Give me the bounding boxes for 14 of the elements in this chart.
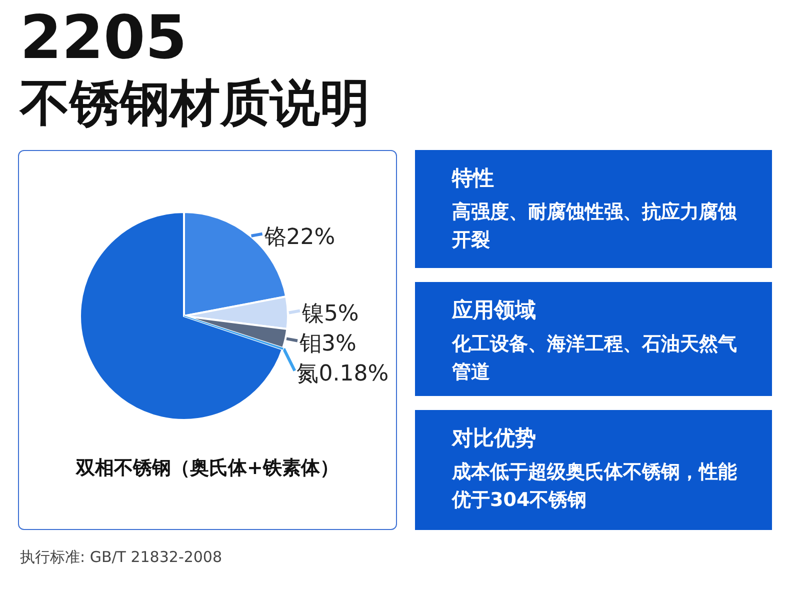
text: 高强度、耐腐蚀性强、抗应力腐蚀开裂: [452, 200, 738, 253]
chart-subtitle: 不锈钢材质说明: [20, 74, 370, 132]
text: 成本低于超级奥氏体不锈钢，性能优于304不锈钢: [452, 460, 738, 513]
text: 双相不锈钢（奥氏体+铁素体）: [74, 456, 340, 481]
slice-label: 氮0.18%: [296, 362, 389, 387]
slice-label: 镍5%: [300, 302, 359, 327]
slice-label: 铬22%: [263, 224, 336, 250]
text: 化工设备、海洋工程、石油天然气管道: [452, 332, 738, 385]
text: 特性: [452, 165, 495, 192]
text: 对比优势: [452, 425, 537, 452]
chart-title: 2205: [20, 3, 187, 73]
text: 执行标准: GB/T 21832-2008: [20, 548, 222, 567]
slice-label: 钼3%: [298, 332, 356, 357]
text: 应用领域: [452, 297, 537, 324]
